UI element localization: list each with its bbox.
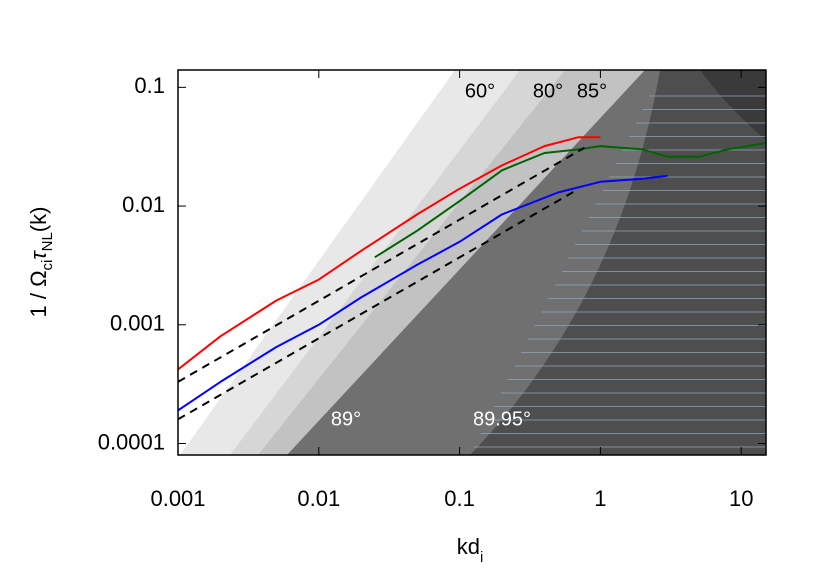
line <box>178 174 668 412</box>
y-tick-label: 0.1 <box>134 73 165 98</box>
region <box>470 70 766 455</box>
y-label-sub: NL <box>39 232 56 251</box>
angle-label: 89° <box>331 408 361 430</box>
angle-label: 60° <box>465 80 495 102</box>
x-tick-label: 10 <box>729 486 753 511</box>
line <box>374 142 766 259</box>
x-axis-label: kdi <box>457 534 484 566</box>
y-label-part: 1 / Ω <box>26 270 51 317</box>
angle-label: 80° <box>533 80 563 102</box>
series-group <box>178 136 766 421</box>
y-axis-label: 1 / ΩciτNL(k) <box>26 207 56 318</box>
y-tick-label: 0.01 <box>122 192 165 217</box>
x-tick-label: 0.1 <box>444 486 475 511</box>
region <box>700 70 766 140</box>
y-tick-label: 0.001 <box>110 311 165 336</box>
y-tick-label: 0.0001 <box>98 429 165 454</box>
y-label-part: τ <box>26 250 51 260</box>
hatching <box>474 95 766 448</box>
x-label-sub: i <box>480 549 483 566</box>
y-label-sub: ci <box>39 260 56 271</box>
x-label-main: kd <box>457 534 480 559</box>
angle-label: 85° <box>577 80 607 102</box>
line <box>178 136 601 371</box>
plot-frame <box>177 69 767 456</box>
dashed-line <box>178 190 576 421</box>
x-tick-label: 0.01 <box>297 486 340 511</box>
background-regions <box>178 70 766 455</box>
y-label-part: (k) <box>26 207 51 233</box>
x-tick-label: 1 <box>594 486 606 511</box>
angle-label: 89.95° <box>473 408 531 430</box>
x-tick-label: 0.001 <box>150 486 205 511</box>
